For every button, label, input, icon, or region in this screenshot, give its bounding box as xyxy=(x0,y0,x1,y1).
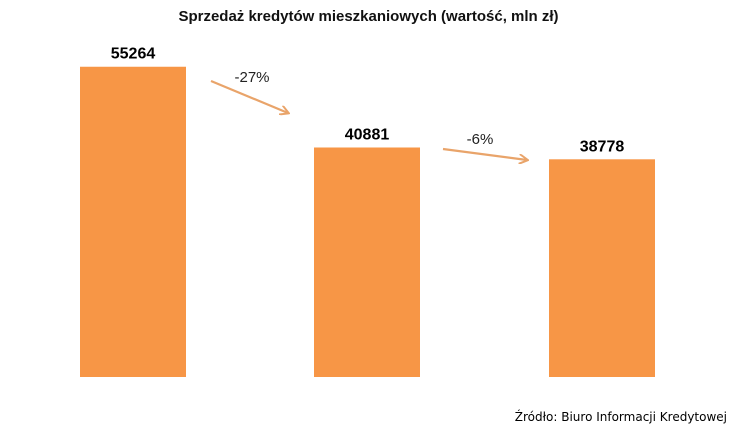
source-note: Źródło: Biuro Informacji Kredytowej xyxy=(514,410,727,424)
change-label-2: -6% xyxy=(467,131,494,148)
change-label-1: -27% xyxy=(234,69,269,86)
bar-3 xyxy=(549,159,655,377)
bar-1 xyxy=(80,66,186,377)
change-arrow-1 xyxy=(210,79,288,113)
bar-value-label-2: 40881 xyxy=(345,126,390,143)
chart-title: Sprzedaż kredytów mieszkaniowych (wartoś… xyxy=(178,8,559,25)
bar-2 xyxy=(314,147,420,377)
bar-value-label-1: 55264 xyxy=(111,46,156,63)
change-arrow-2 xyxy=(442,147,527,160)
bar-value-label-3: 38778 xyxy=(580,138,625,155)
